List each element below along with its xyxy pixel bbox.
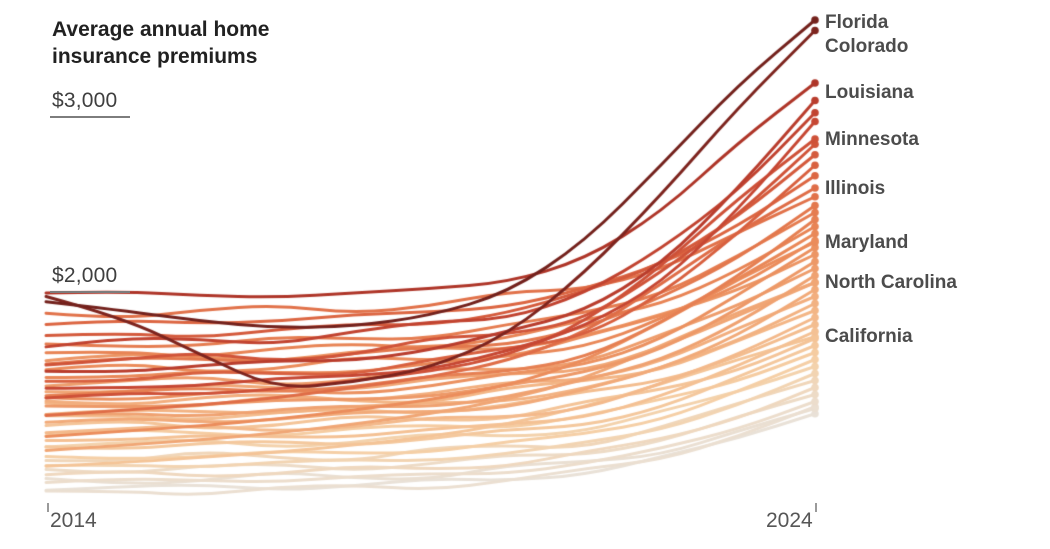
x-tick-mark-2014 bbox=[47, 503, 49, 512]
series-label-california: California bbox=[825, 326, 913, 348]
x-axis-label-2014: 2014 bbox=[50, 509, 97, 532]
series-label-illinois: Illinois bbox=[825, 177, 886, 199]
series-label-louisiana: Louisiana bbox=[825, 81, 914, 103]
y-axis-label-2000: $2,000 bbox=[52, 264, 118, 287]
series-label-north-carolina: North Carolina bbox=[825, 272, 957, 293]
chart-title: Average annual home insurance premiums bbox=[52, 18, 270, 68]
x-axis-label-2024: 2024 bbox=[766, 509, 813, 532]
series-label-colorado: Colorado bbox=[825, 36, 909, 57]
y-gridline-stub-2000 bbox=[50, 291, 130, 293]
series-label-florida: Florida bbox=[825, 11, 889, 33]
x-tick-mark-2024 bbox=[815, 503, 817, 512]
series-label-maryland: Maryland bbox=[825, 231, 909, 253]
y-axis-label-3000: $3,000 bbox=[52, 89, 118, 112]
series-label-minnesota: Minnesota bbox=[825, 128, 919, 150]
y-gridline-stub-3000 bbox=[50, 116, 130, 118]
